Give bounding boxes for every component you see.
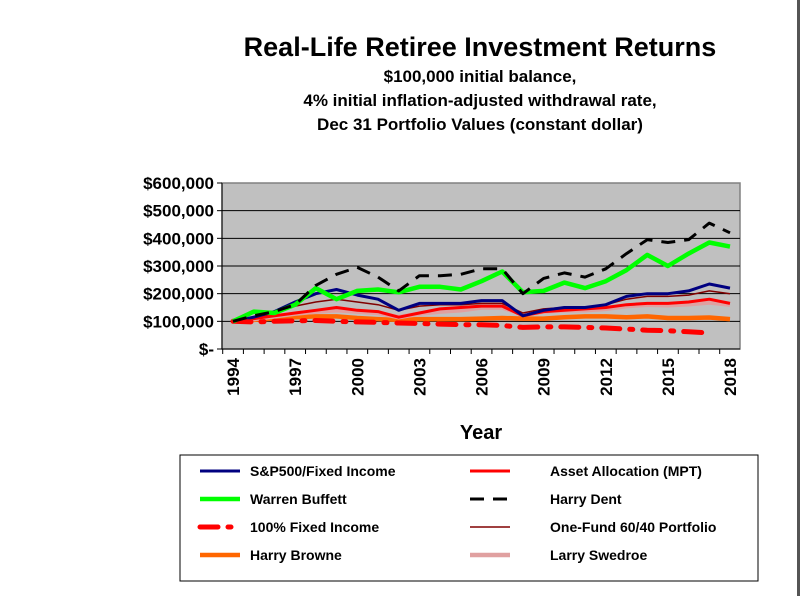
y-tick-label: $100,000 <box>143 312 214 331</box>
x-tick-label: 2003 <box>410 358 429 396</box>
y-tick-label: $- <box>199 340 214 359</box>
series-line-warren-buffett <box>232 240 731 324</box>
legend-label: One-Fund 60/40 Portfolio <box>550 519 716 535</box>
series-line-s-p500-fixed-income <box>232 282 731 323</box>
series-line-100-fixed-income <box>230 318 712 336</box>
series-line-asset-allocation-mpt- <box>232 297 731 323</box>
x-tick-label: 2000 <box>348 358 367 396</box>
y-tick-label: $500,000 <box>143 202 214 221</box>
legend-label: Warren Buffett <box>250 491 347 507</box>
x-tick-label: 2012 <box>597 358 616 396</box>
legend-label: Asset Allocation (MPT) <box>550 463 702 479</box>
x-tick-label: 1997 <box>286 358 305 396</box>
y-tick-label: $200,000 <box>143 285 214 304</box>
legend-label: Harry Browne <box>250 547 342 563</box>
y-tick-label: $300,000 <box>143 257 214 276</box>
chart-title: Real-Life Retiree Investment Returns <box>244 32 717 62</box>
series-line-harry-browne <box>232 314 731 324</box>
x-tick-label: 2018 <box>721 358 740 396</box>
x-axis-label: Year <box>460 422 502 444</box>
y-tick-label: $600,000 <box>143 174 214 193</box>
series-line-harry-dent <box>232 221 731 323</box>
x-tick-label: 2015 <box>659 358 678 396</box>
series-line-one-fund-60-40-portfolio <box>232 290 731 323</box>
x-tick-label: 1994 <box>224 357 243 395</box>
x-tick-label: 2009 <box>535 358 554 396</box>
y-tick-label: $400,000 <box>143 229 214 248</box>
legend-label: Larry Swedroe <box>550 547 647 563</box>
chart-subtitle-2: 4% initial inflation-adjusted withdrawal… <box>303 91 656 110</box>
legend-label: 100% Fixed Income <box>250 519 379 535</box>
legend-label: S&P500/Fixed Income <box>250 463 396 479</box>
chart-subtitle-3: Dec 31 Portfolio Values (constant dollar… <box>317 115 643 134</box>
legend-label: Harry Dent <box>550 491 622 507</box>
legend <box>179 454 759 582</box>
x-tick-label: 2006 <box>473 358 492 396</box>
chart-subtitle-1: $100,000 initial balance, <box>384 67 577 86</box>
